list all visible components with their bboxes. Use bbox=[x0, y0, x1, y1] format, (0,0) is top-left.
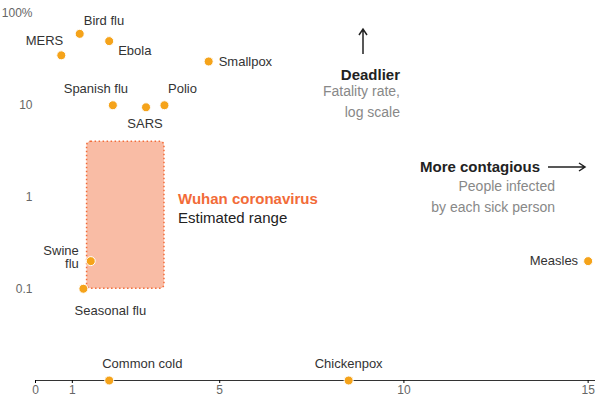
svg-text:10: 10 bbox=[397, 383, 411, 397]
svg-text:Ebola: Ebola bbox=[118, 43, 152, 58]
svg-text:Measles: Measles bbox=[530, 253, 579, 268]
svg-text:5: 5 bbox=[216, 383, 223, 397]
svg-text:Seasonal flu: Seasonal flu bbox=[75, 303, 147, 318]
html-text:log scale: log scale bbox=[344, 104, 400, 120]
svg-text:Spanish flu: Spanish flu bbox=[64, 81, 128, 96]
html-text:by each sick person: by each sick person bbox=[431, 199, 555, 215]
svg-text:SARS: SARS bbox=[127, 116, 163, 131]
svg-text:Polio: Polio bbox=[168, 81, 197, 96]
html-text:Estimated range: Estimated range bbox=[178, 209, 288, 226]
svg-text:0.1: 0.1 bbox=[16, 282, 33, 296]
svg-text:Bird flu: Bird flu bbox=[84, 13, 124, 28]
html-text:Fatality rate,: Fatality rate, bbox=[323, 83, 400, 99]
svg-text:15: 15 bbox=[581, 383, 595, 397]
svg-text:1: 1 bbox=[69, 383, 76, 397]
svg-text:10: 10 bbox=[19, 98, 33, 112]
svg-text:100%: 100% bbox=[2, 6, 33, 20]
svg-text:Chickenpox: Chickenpox bbox=[315, 356, 383, 371]
html-text:People infected: People infected bbox=[458, 178, 555, 194]
svg-text:Smallpox: Smallpox bbox=[219, 54, 273, 69]
html-text:Wuhan coronavirus: Wuhan coronavirus bbox=[178, 190, 318, 207]
svg-text:MERS: MERS bbox=[26, 32, 64, 47]
svg-text:1: 1 bbox=[26, 190, 33, 204]
html-text:Deadlier: Deadlier bbox=[340, 66, 400, 83]
svg-text:0: 0 bbox=[32, 383, 39, 397]
svg-text:Swineflu: Swineflu bbox=[43, 243, 78, 271]
html-text:More contagious: More contagious bbox=[420, 158, 540, 175]
svg-text:Common cold: Common cold bbox=[102, 356, 182, 371]
